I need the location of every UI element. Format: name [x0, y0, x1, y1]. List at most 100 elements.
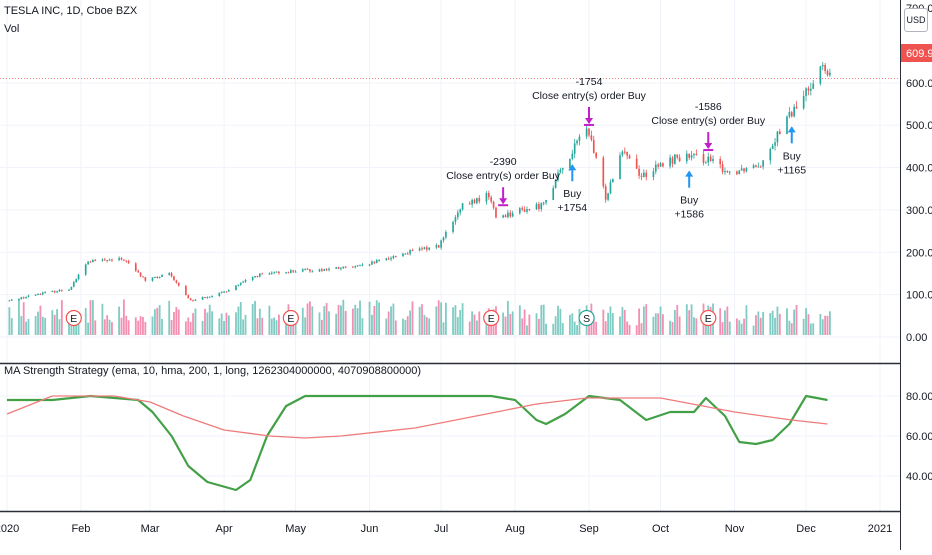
candle-body: [786, 116, 788, 135]
volume-bar: [595, 321, 598, 335]
candle-body: [652, 171, 655, 178]
earnings-marker-label: E: [287, 313, 294, 325]
volume-bar: [502, 312, 505, 335]
candle-body: [70, 286, 73, 290]
price-axis-label: 0.00: [906, 332, 927, 344]
trade-markers: Buy +1754 -2390 Close entry(s) order Buy -17…: [446, 76, 806, 221]
candle-body: [361, 264, 364, 266]
candle-body: [368, 264, 371, 266]
volume-bar: [122, 299, 125, 335]
candle-body: [290, 270, 292, 273]
volume-bar: [669, 320, 672, 335]
time-axis-label: Apr: [215, 523, 232, 535]
volume-bar: [273, 317, 276, 335]
volume-bar: [127, 320, 130, 335]
candle-body: [778, 131, 781, 135]
candle-body: [8, 300, 11, 302]
candle-body: [678, 157, 681, 162]
candle-body: [492, 201, 495, 208]
volume-bar: [812, 323, 815, 335]
time-axis-label: Jun: [361, 523, 379, 535]
candle-body: [595, 152, 597, 158]
volume-bar: [654, 313, 657, 335]
volume-bar: [301, 307, 304, 335]
candle-body: [621, 151, 624, 156]
volume-bar: [144, 321, 147, 335]
volume-bar: [304, 317, 307, 335]
candle-body: [468, 203, 471, 205]
candle-body: [390, 258, 392, 260]
hma-line: [6, 395, 828, 439]
volume-bar: [225, 312, 228, 335]
volume-bar: [361, 318, 364, 335]
volume-bar: [719, 308, 722, 335]
candle-body: [576, 140, 578, 144]
candle-body: [452, 221, 454, 232]
volume-bar: [137, 320, 140, 335]
volume-bar: [535, 313, 538, 335]
exit-qty: -1586: [695, 101, 722, 113]
candle-body: [736, 171, 738, 175]
volume-bar: [790, 323, 793, 335]
volume-bar: [406, 316, 409, 335]
candle-body: [540, 203, 543, 210]
candle-body: [170, 273, 173, 277]
volume-bar: [340, 305, 342, 335]
candle-body: [375, 259, 378, 264]
volume-bar: [442, 322, 445, 335]
candle-body: [435, 245, 438, 248]
exit-qty: -1754: [576, 76, 603, 88]
volume-bar: [18, 298, 20, 335]
candle-body: [61, 289, 63, 291]
candle-body: [669, 157, 671, 167]
candle-body: [251, 277, 254, 280]
candle-body: [301, 269, 304, 272]
volume-bar: [435, 306, 438, 335]
volume-bar: [771, 310, 774, 335]
volume-bar: [759, 317, 762, 335]
candle-body: [68, 289, 70, 291]
candle-body: [824, 64, 826, 72]
price-axis-label: 500.00: [906, 120, 932, 132]
buy-arrow-head: [568, 164, 577, 171]
volume-bar: [354, 304, 357, 335]
volume-bar: [101, 303, 104, 335]
volume-bar: [344, 310, 347, 335]
volume-bar: [762, 311, 765, 335]
currency-button[interactable]: USD: [904, 8, 928, 32]
volume-bar: [602, 309, 605, 335]
candle-body: [187, 295, 190, 299]
candle-body: [89, 261, 92, 263]
volume-bar: [392, 303, 395, 335]
volume-bar: [58, 319, 61, 335]
candle-body: [528, 209, 531, 211]
volume-bar: [390, 306, 392, 335]
volume-bar: [194, 308, 197, 335]
volume-bar: [621, 307, 624, 335]
volume-bar: [640, 323, 643, 335]
candle-body: [724, 171, 726, 173]
candle-body: [225, 291, 228, 293]
candle-body: [373, 261, 376, 264]
candle-body: [304, 268, 306, 270]
volume-bar: [788, 320, 791, 335]
candle-body: [275, 271, 278, 273]
volume-bar: [807, 314, 810, 335]
candle-body: [51, 290, 54, 292]
volume-bar: [690, 304, 693, 335]
candle-body: [776, 131, 779, 143]
volume-bar: [77, 317, 80, 335]
volume-bar: [638, 308, 640, 335]
volume-bar: [662, 314, 664, 335]
volume-bar: [134, 317, 137, 335]
indicator-title: MA Strength Strategy (ema, 10, hma, 200,…: [4, 365, 421, 377]
candle-body: [237, 284, 240, 286]
candle-body: [795, 106, 798, 109]
candle-body: [218, 292, 221, 296]
candle-body: [111, 259, 113, 261]
volume-bar: [211, 311, 214, 335]
volume-bar: [337, 304, 340, 335]
volume-bar: [251, 303, 254, 335]
candle-body: [705, 162, 707, 164]
